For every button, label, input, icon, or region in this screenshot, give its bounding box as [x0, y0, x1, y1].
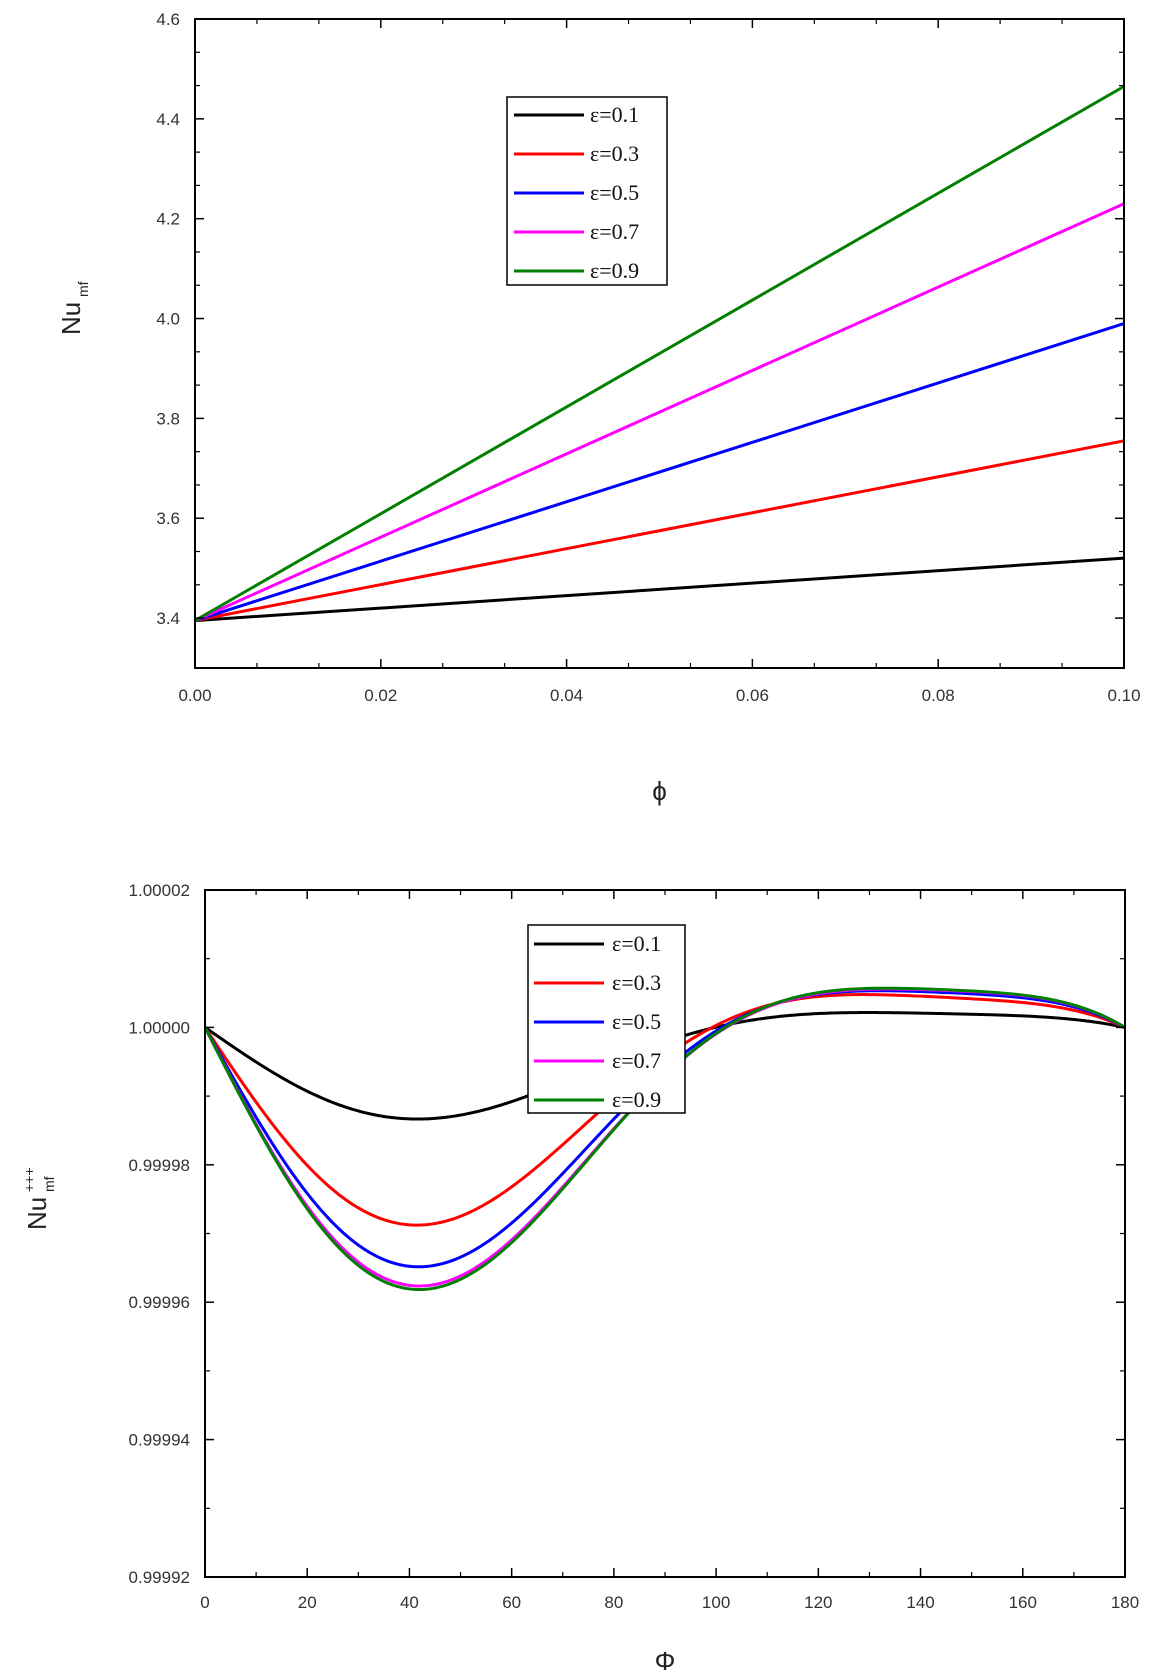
chart-bottom: 0 20 40 60 80 100 120 140 160 180 0.99992 0.99994 0.… — [21, 881, 1139, 1676]
legend-label: ε=0.9 — [612, 1087, 661, 1112]
legend-label: ε=0.3 — [590, 141, 639, 166]
legend: ε=0.1 ε=0.3 ε=0.5 ε=0.7 ε=0.9 — [527, 924, 686, 1114]
series-line-0 — [195, 556, 1124, 623]
y-axis-title-sub: mf — [41, 1176, 57, 1192]
x-tick-label: 0.00 — [178, 686, 211, 705]
chart-top: 0.00 0.02 0.04 0.06 0.08 0.10 3.4 3.6 3.8 4.0 4.2 4… — [56, 10, 1141, 806]
x-tick-label: 0.04 — [550, 686, 583, 705]
x-tick-label: 180 — [1111, 1593, 1139, 1612]
y-tick-label: 3.6 — [156, 509, 180, 528]
y-tick-label: 4.6 — [156, 10, 180, 29]
x-tick-label: 80 — [604, 1593, 623, 1612]
x-tick-label: 0 — [200, 1593, 209, 1612]
x-tick-label: 20 — [298, 1593, 317, 1612]
y-tick-label: 1.00000 — [129, 1018, 190, 1037]
x-tick-label: 0.06 — [736, 686, 769, 705]
x-tick-label: 40 — [400, 1593, 419, 1612]
y-axis-title-main: Nu — [22, 1197, 52, 1230]
x-tick-label: 60 — [502, 1593, 521, 1612]
y-axis-title-main: Nu — [56, 302, 86, 335]
y-tick-label: 3.4 — [156, 609, 180, 628]
legend-label: ε=0.5 — [590, 180, 639, 205]
legend: ε=0.1 ε=0.3 ε=0.5 ε=0.7 ε=0.9 — [506, 96, 668, 286]
series-line-2 — [195, 322, 1124, 622]
legend-label: ε=0.7 — [612, 1048, 661, 1073]
y-tick-label: 0.99994 — [129, 1431, 190, 1450]
y-tick-label: 4.0 — [156, 310, 180, 329]
legend-box — [506, 96, 668, 286]
y-tick-label: 0.99998 — [129, 1156, 190, 1175]
y-axis-title: Nu mf — [56, 281, 91, 335]
legend-label: ε=0.5 — [612, 1009, 661, 1034]
y-axis-title-sub: mf — [75, 281, 91, 297]
x-tick-label: 0.08 — [922, 686, 955, 705]
y-axis-title-sup: +++ — [21, 1167, 37, 1192]
x-axis-title: ϕ — [652, 776, 667, 806]
x-tick-label: 140 — [906, 1593, 934, 1612]
x-tick-label: 100 — [702, 1593, 730, 1612]
y-tick-label: 1.00002 — [129, 881, 190, 900]
y-tick-label: 0.99992 — [129, 1568, 190, 1587]
y-tick-label: 0.99996 — [129, 1293, 190, 1312]
plot-frame — [194, 18, 1125, 669]
x-tick-label: 0.10 — [1107, 686, 1140, 705]
plot-area — [195, 85, 1124, 623]
legend-label: ε=0.3 — [612, 970, 661, 995]
series-line-1 — [195, 439, 1124, 623]
legend-label: ε=0.7 — [590, 219, 639, 244]
legend-box — [527, 924, 686, 1114]
x-axis-title: Φ — [655, 1646, 676, 1676]
legend-label: ε=0.9 — [590, 258, 639, 283]
legend-label: ε=0.1 — [612, 931, 661, 956]
legend-label: ε=0.1 — [590, 102, 639, 127]
x-tick-label: 0.02 — [364, 686, 397, 705]
y-tick-label: 4.4 — [156, 110, 180, 129]
series-line-3 — [195, 202, 1124, 622]
x-tick-label: 120 — [804, 1593, 832, 1612]
y-axis-title: Nu mf+++ — [21, 1167, 57, 1230]
series-line-4 — [195, 85, 1124, 622]
y-tick-label: 4.2 — [156, 210, 180, 229]
x-tick-label: 160 — [1009, 1593, 1037, 1612]
y-tick-label: 3.8 — [156, 409, 180, 428]
